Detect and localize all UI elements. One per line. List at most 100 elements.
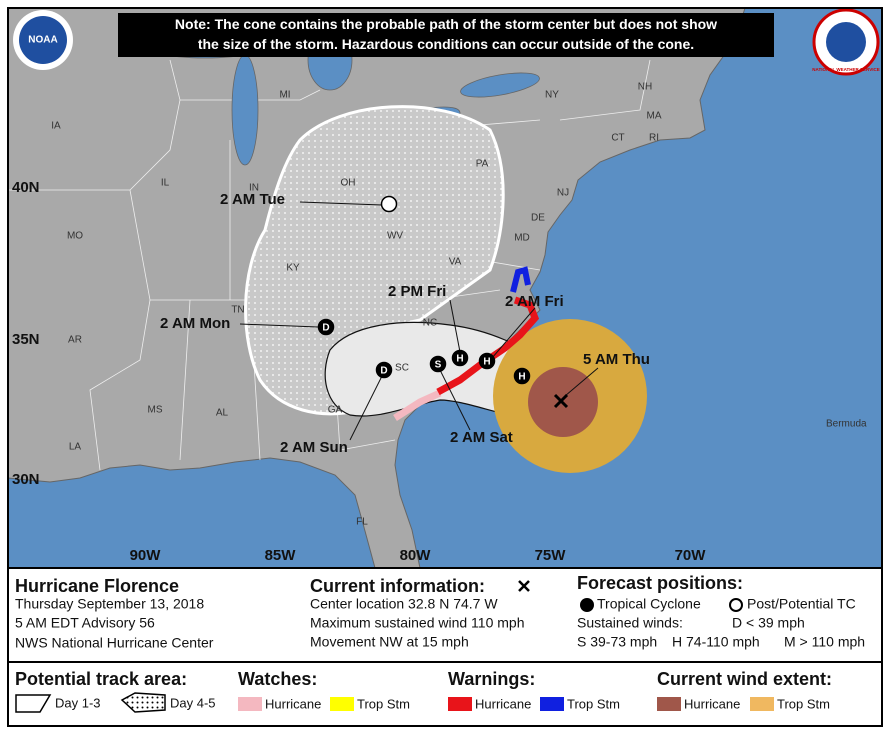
nws-logo: NATIONAL WEATHER SERVICE — [812, 8, 880, 76]
forecast-symbol: H — [456, 354, 463, 365]
longitude-label: 80W — [400, 547, 432, 564]
current-position-mark — [553, 393, 569, 409]
forecast-legend: Post/Potential TC — [747, 596, 856, 612]
warning-trop-stm — [510, 266, 531, 293]
note-line: the size of the storm. Hazardous conditi… — [198, 36, 694, 52]
state-label: MI — [279, 90, 290, 101]
state-label: IN — [249, 183, 259, 194]
track-lines — [239, 201, 599, 441]
legend-label: Day 1-3 — [55, 695, 101, 710]
current-info-title: Current information: — [310, 576, 485, 596]
forecast-label: 2 AM Tue — [220, 191, 285, 208]
state-label: LA — [69, 442, 82, 453]
logo-text: NOAA — [28, 35, 57, 46]
state-label: IA — [51, 121, 61, 132]
forecast-symbol: H — [483, 357, 490, 368]
note: the size of the storm. Hazardous conditi… — [198, 36, 694, 52]
forecast-symbol: D — [380, 366, 387, 377]
warning-ts-swatch — [540, 697, 564, 711]
current-info-line: Movement NW at 15 mph — [310, 634, 469, 650]
latitude-label: 30N — [12, 471, 40, 488]
forecast-legend: S 39-73 mph — [577, 634, 657, 650]
legend-label: Hurricane — [475, 696, 531, 711]
forecast-point — [380, 195, 398, 213]
forecast-point — [451, 349, 469, 367]
forecast-point — [513, 367, 531, 385]
state-label: NJ — [557, 188, 569, 199]
state-label: MS — [148, 405, 163, 416]
logo-text: NATIONAL WEATHER SERVICE — [812, 67, 879, 72]
state-label: TN — [231, 305, 244, 316]
state-label: DE — [531, 213, 545, 224]
legend-title: Watches: — [238, 669, 317, 689]
forecast-label: 2 AM Fri — [505, 293, 564, 310]
forecast-point — [317, 318, 335, 336]
state-label: OH — [341, 178, 356, 189]
longitude-label: 90W — [130, 547, 162, 564]
current-info-symbol — [518, 580, 530, 592]
warning-hurricane — [436, 296, 540, 396]
legend-title: Warnings: — [448, 669, 535, 689]
state-label: CT — [611, 133, 624, 144]
forecast-positions-title: Forecast positions: — [577, 573, 743, 593]
forecast-point — [429, 355, 447, 373]
forecast-legend: D < 39 mph — [732, 615, 805, 631]
current-info-line: Center location 32.8 N 74.7 W — [310, 596, 498, 612]
forecast-point — [375, 361, 393, 379]
state-label: AR — [68, 335, 82, 346]
state-label: MA — [647, 111, 662, 122]
longitude-label: 70W — [675, 547, 707, 564]
state-label: MO — [67, 231, 83, 242]
state-label: IL — [161, 178, 170, 189]
state-label: SC — [395, 363, 409, 374]
noaa-logo: NOAA — [13, 10, 73, 70]
legend-title: Potential track area: — [15, 669, 187, 689]
forecast-label: 2 AM Mon — [160, 315, 230, 332]
forecast-legend: Sustained winds: — [577, 615, 683, 631]
legend-title: Current wind extent: — [657, 669, 832, 689]
state-label: KY — [286, 263, 300, 274]
state-label: RI — [649, 133, 659, 144]
forecast-label: 2 PM Fri — [388, 283, 446, 300]
latitude-label: 35N — [12, 331, 40, 348]
note-box — [118, 13, 774, 57]
current-info-line: Maximum sustained wind 110 mph — [310, 615, 525, 631]
state-label: NY — [545, 90, 559, 101]
storm-name: Hurricane Florence — [15, 576, 179, 596]
state-label: GA — [328, 405, 343, 416]
legend-label: Hurricane — [684, 696, 740, 711]
watch-hurricane-swatch — [238, 697, 262, 711]
storm-date: Thursday September 13, 2018 — [15, 596, 204, 612]
forecast-point — [478, 352, 496, 370]
watch-hurricane — [393, 389, 442, 421]
note-line: Note: The cone contains the probable pat… — [175, 16, 717, 32]
tc-symbol — [580, 598, 594, 612]
place-label: Bermuda — [826, 419, 867, 430]
post-tc-symbol — [729, 598, 743, 612]
note: Note: The cone contains the probable pat… — [175, 16, 717, 32]
wind-ts-swatch — [750, 697, 774, 711]
latitude-label: 40N — [12, 179, 40, 196]
state-label: PA — [476, 159, 489, 170]
legend-label: Hurricane — [265, 696, 321, 711]
state-label: VA — [449, 257, 462, 268]
state-label: WV — [387, 231, 403, 242]
wind-hurricane-swatch — [657, 697, 681, 711]
forecast-label: 2 AM Sat — [450, 429, 513, 446]
forecast-legend: M > 110 mph — [784, 634, 865, 650]
advisory: 5 AM EDT Advisory 56 — [15, 615, 155, 631]
map: H H H S D D D 5 AM Thu 2 AM Fri 2 PM Fri 2 AM Sat… — [7, 7, 882, 569]
forecast-symbol: H — [518, 372, 525, 383]
day13-swatch — [15, 694, 52, 713]
state-label: NH — [638, 82, 652, 93]
longitude-label: 75W — [535, 547, 567, 564]
forecast-label: 2 AM Sun — [280, 439, 348, 456]
legend-label: Trop Stm — [567, 696, 620, 711]
state-label: AL — [216, 408, 229, 419]
day45-swatch — [120, 692, 166, 713]
forecast-symbol: S — [435, 360, 442, 371]
legend-label: Trop Stm — [357, 696, 410, 711]
forecast-symbol: D — [322, 323, 329, 334]
warning-hurricane-swatch — [448, 697, 472, 711]
